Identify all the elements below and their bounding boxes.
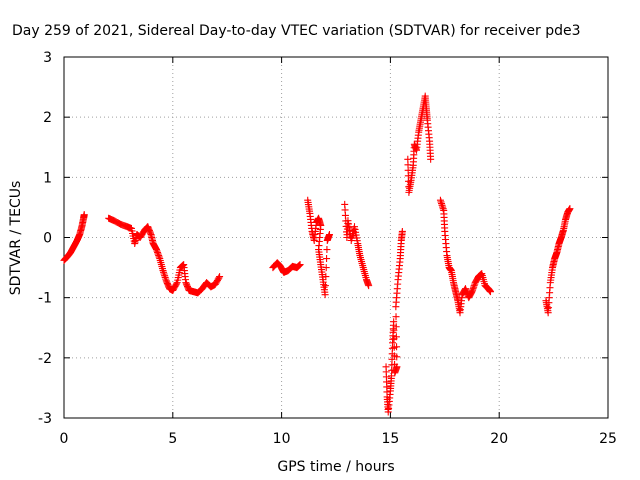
x-axis-label: GPS time / hours [277, 459, 394, 475]
y-tick-label: 0 [43, 231, 52, 247]
grid-lines [64, 57, 608, 418]
chart-title: Day 259 of 2021, Sidereal Day-to-day VTE… [12, 23, 581, 39]
y-tick-label: 3 [43, 50, 52, 66]
axis-ticks [63, 56, 609, 419]
data-points [60, 92, 574, 416]
data-point [398, 227, 406, 235]
data-point [365, 282, 373, 290]
data-point [80, 211, 88, 219]
data-point [392, 323, 400, 331]
data-point [322, 273, 330, 281]
data-point [322, 264, 330, 272]
data-point [392, 313, 400, 321]
data-point [393, 363, 401, 371]
y-tick-label: -3 [38, 411, 52, 427]
x-tick-label: 15 [381, 431, 399, 447]
x-tick-label: 0 [60, 431, 69, 447]
x-tick-label: 5 [168, 431, 177, 447]
data-point [392, 333, 400, 341]
y-tick-label: -1 [38, 291, 52, 307]
y-tick-label: 2 [43, 110, 52, 126]
data-point [323, 246, 331, 254]
x-tick-labels: 0 5 10 15 20 25 [60, 431, 617, 447]
data-point [393, 353, 401, 361]
data-point [296, 261, 304, 269]
data-point [325, 230, 333, 238]
x-tick-label: 10 [273, 431, 291, 447]
data-point [486, 288, 494, 296]
x-tick-label: 20 [490, 431, 508, 447]
data-point [390, 326, 398, 334]
data-point [215, 274, 223, 282]
data-point [390, 318, 398, 326]
y-tick-labels: -3 -2 -1 0 1 2 3 [38, 50, 52, 427]
data-point [216, 273, 224, 281]
data-point [427, 155, 435, 163]
data-point [566, 205, 574, 213]
data-point [323, 255, 331, 263]
data-point [321, 291, 329, 299]
x-tick-label: 25 [599, 431, 617, 447]
data-point [321, 282, 329, 290]
y-tick-label: 1 [43, 170, 52, 186]
data-point [172, 280, 180, 288]
y-axis-label: SDTVAR / TECUs [8, 181, 24, 296]
data-point [393, 343, 401, 351]
y-tick-label: -2 [38, 351, 52, 367]
